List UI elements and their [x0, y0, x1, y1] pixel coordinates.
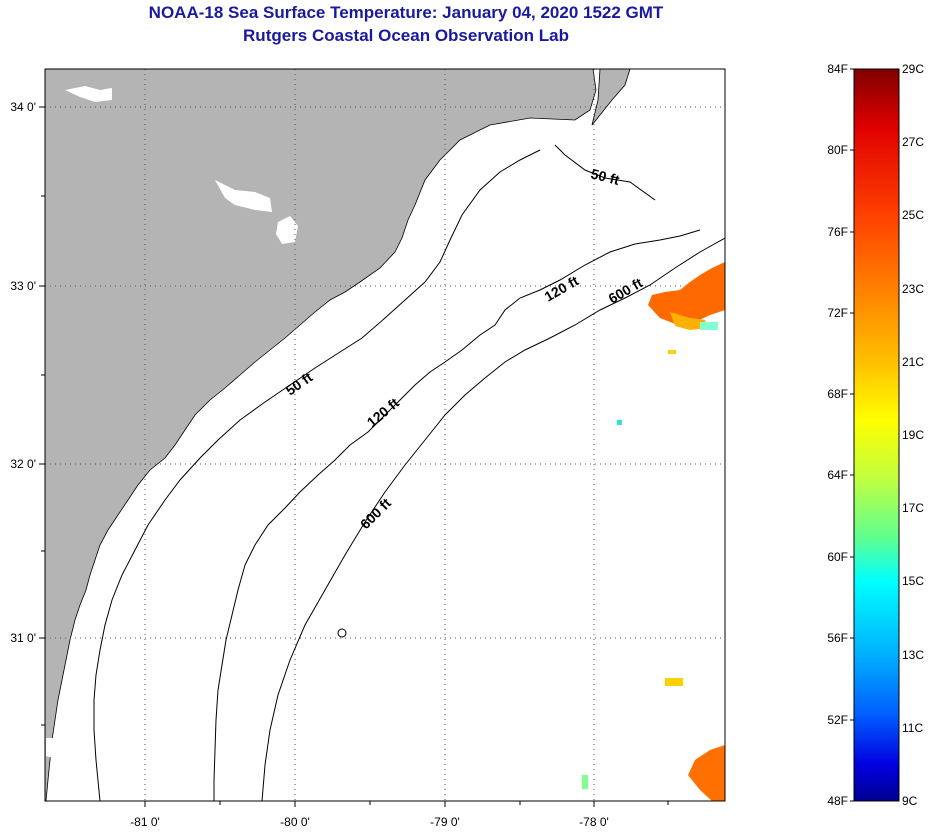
colorbar-c-label: 25C	[902, 208, 924, 222]
colorbar-f-label: 76F	[827, 225, 848, 239]
map-title: NOAA-18 Sea Surface Temperature: January…	[148, 3, 664, 22]
colorbar-f-label: 48F	[827, 794, 848, 808]
lake	[276, 216, 298, 244]
lat-label: 31 0'	[10, 631, 36, 645]
land-area	[45, 69, 597, 801]
sst-patch	[668, 350, 676, 354]
colorbar-f-label: 64F	[827, 468, 848, 482]
colorbar-f-label: 84F	[827, 62, 848, 76]
colorbar-f-label: 72F	[827, 306, 848, 320]
lat-label: 34 0'	[10, 100, 36, 114]
lat-label: 33 0'	[10, 279, 36, 293]
isobath-120ft	[213, 229, 701, 801]
lon-label: -78 0'	[579, 815, 609, 829]
lat-label: 32 0'	[10, 457, 36, 471]
sst-patch	[617, 420, 622, 425]
lon-label: -80 0'	[280, 815, 310, 829]
colorbar-f-label: 68F	[827, 387, 848, 401]
colorbar-c-label: 13C	[902, 648, 924, 662]
colorbar-f-label: 80F	[827, 143, 848, 157]
sst-patch-gulfstream	[648, 262, 725, 325]
sst-patch	[582, 775, 588, 789]
colorbar-f-label: 52F	[827, 713, 848, 727]
lon-label: -79 0'	[430, 815, 460, 829]
axis-ticks	[39, 106, 669, 807]
colorbar-f-label: 56F	[827, 631, 848, 645]
sst-patch	[665, 678, 683, 686]
colorbar-c-label: 19C	[902, 428, 924, 442]
sst-patch-gulfstream-edge	[670, 312, 708, 330]
colorbar-c-label: 11C	[902, 721, 923, 735]
sst-patch-cool	[700, 322, 718, 330]
lake	[215, 180, 272, 212]
map-frame	[44, 68, 726, 802]
colorbar-c-label: 23C	[902, 282, 924, 296]
lon-label: -81 0'	[130, 815, 160, 829]
colorbar-c-label: 29C	[902, 62, 924, 76]
contour-label-50ft: 50 ft	[589, 165, 621, 188]
colorbar-c-label: 17C	[902, 501, 924, 515]
colorbar-c-label: 21C	[902, 355, 924, 369]
seamount-contour	[337, 628, 347, 638]
isobath-50ft	[93, 144, 656, 801]
sst-patch-south	[688, 745, 725, 801]
colorbar-c-label: 27C	[902, 135, 924, 149]
isobath-600ft	[261, 237, 725, 801]
graticule	[45, 69, 725, 801]
colorbar-f-label: 60F	[827, 550, 848, 564]
colorbar-c-label: 9C	[902, 794, 918, 808]
lake	[65, 86, 112, 102]
colorbar	[853, 68, 900, 802]
map-subtitle: Rutgers Coastal Ocean Observation Lab	[243, 26, 569, 45]
colorbar-c-label: 15C	[902, 574, 924, 588]
lake	[46, 738, 68, 760]
colorbar-ticks	[850, 68, 854, 802]
